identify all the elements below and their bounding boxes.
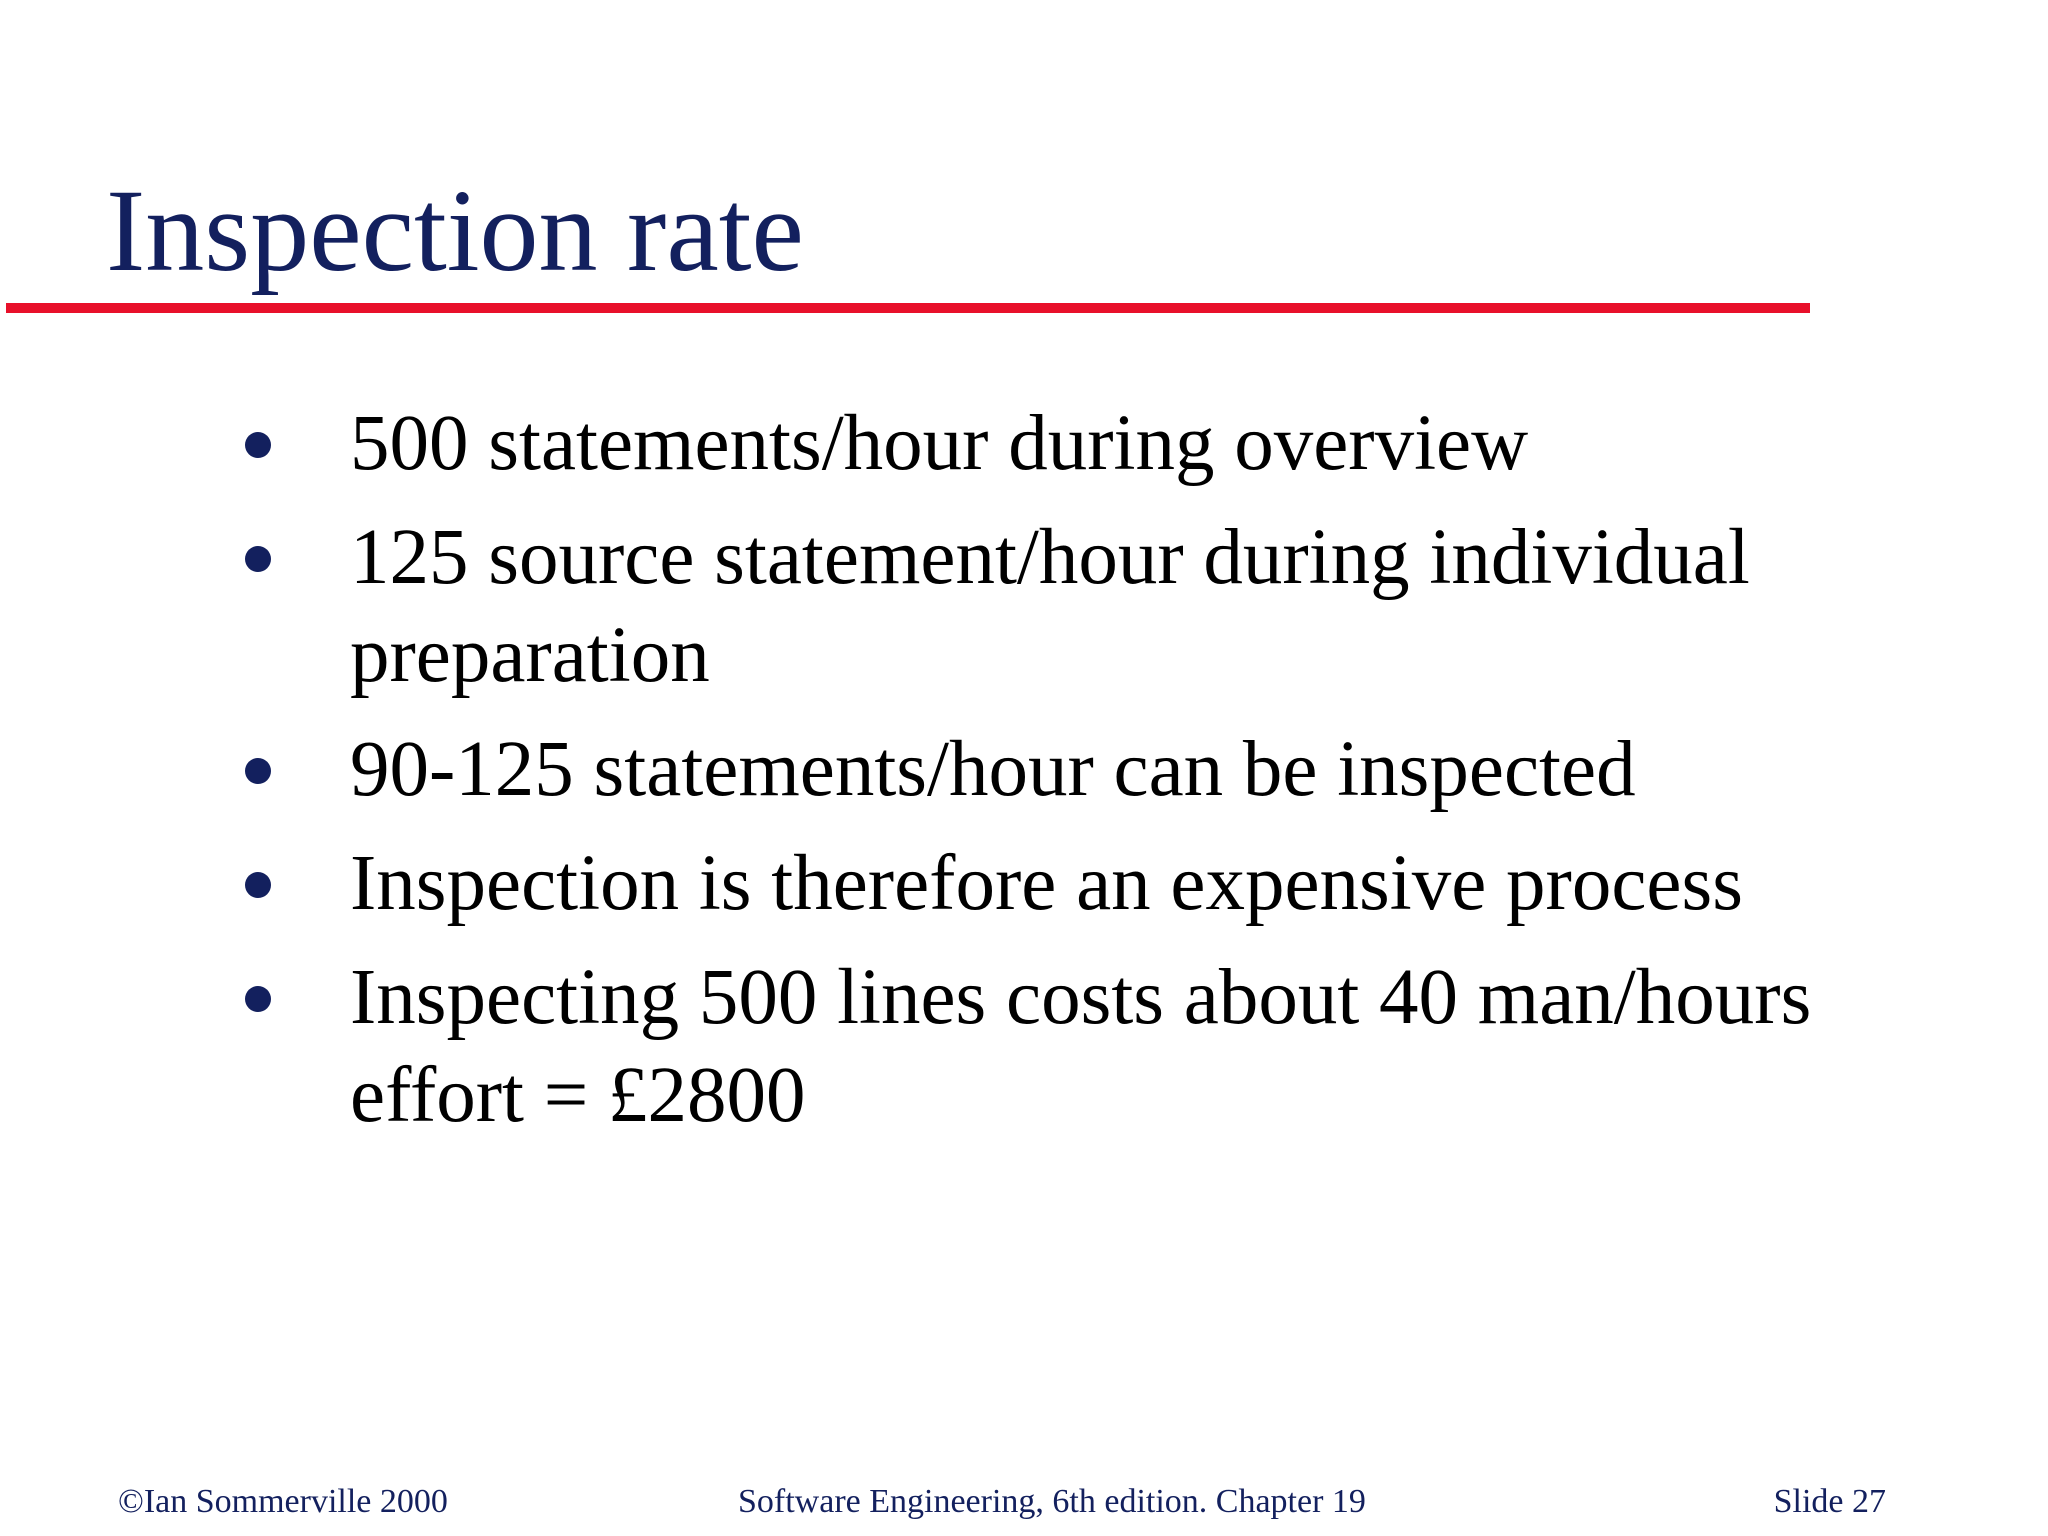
bullet-text: Inspection is therefore an expensive pro… (350, 840, 1743, 927)
bullet-text: 90-125 statements/hour can be inspected (350, 726, 1636, 813)
bullet-dot-icon (245, 986, 271, 1012)
bullet-text: 500 statements/hour during overview (350, 400, 1529, 487)
bullet-item: 500 statements/hour during overview (240, 395, 1840, 493)
bullet-text: Inspecting 500 lines costs about 40 man/… (350, 954, 1812, 1139)
bullet-dot-icon (245, 432, 271, 458)
bullet-dot-icon (245, 872, 271, 898)
bullet-item: 125 source statement/hour during individ… (240, 509, 1840, 705)
footer-copyright: ©Ian Sommerville 2000 (118, 1483, 448, 1520)
title-underline (6, 303, 1810, 313)
bullet-dot-icon (245, 758, 271, 784)
bullet-text: 125 source statement/hour during individ… (350, 514, 1750, 699)
bullet-item: Inspecting 500 lines costs about 40 man/… (240, 949, 1840, 1145)
bullet-item: Inspection is therefore an expensive pro… (240, 835, 1840, 933)
bullet-dot-icon (245, 546, 271, 572)
bullet-item: 90-125 statements/hour can be inspected (240, 721, 1840, 819)
footer-book-title: Software Engineering, 6th edition. Chapt… (738, 1483, 1366, 1520)
footer-slide-number: Slide 27 (1773, 1483, 1886, 1520)
bullet-list: 500 statements/hour during overview 125 … (240, 395, 1840, 1161)
slide-title: Inspection rate (106, 165, 804, 296)
